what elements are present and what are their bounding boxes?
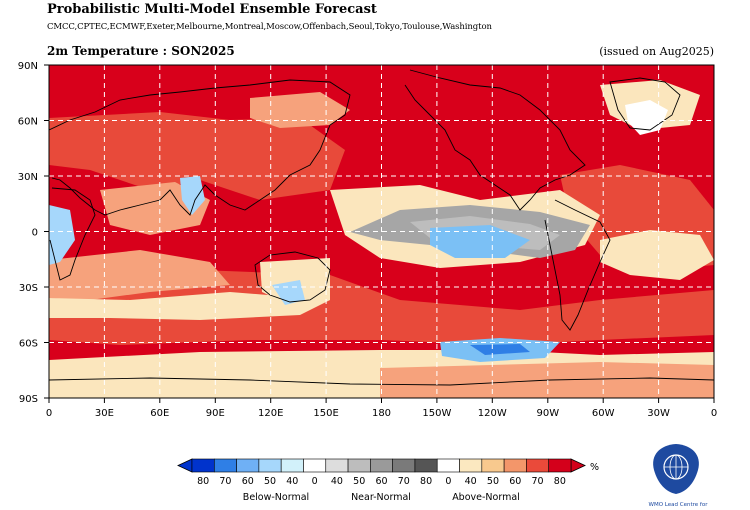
legend-color-cell xyxy=(526,458,550,473)
axis-ticks xyxy=(44,64,715,403)
legend-color-cell xyxy=(459,458,483,473)
legend-tick-label: 0 xyxy=(445,476,451,487)
field-west-africa-cool xyxy=(49,205,75,265)
legend-tick-label: 40 xyxy=(331,476,343,487)
legend-color-cell xyxy=(325,458,349,473)
legend-color-cell xyxy=(414,458,438,473)
field-south-atlantic-cream xyxy=(600,230,714,280)
field-south-indian-cream xyxy=(49,292,330,320)
model-list: CMCC,CPTEC,ECMWF,Exeter,Melbourne,Montre… xyxy=(47,22,492,32)
legend-unit: % xyxy=(590,462,599,473)
lat-label: 0 xyxy=(32,228,38,239)
legend-tick-label: 40 xyxy=(286,476,298,487)
lat-label: 30S xyxy=(19,283,38,294)
graticule xyxy=(49,65,714,398)
field-india-cool xyxy=(180,176,205,215)
legend-tick-label: 80 xyxy=(554,476,566,487)
longitude-labels: 0 30E 60E 90E 120E 150E 180 150W 120W 90… xyxy=(46,408,717,419)
lat-label: 60S xyxy=(19,339,38,350)
legend-color-cell xyxy=(503,458,527,473)
lat-label: 90N xyxy=(18,61,38,72)
field-greenland-near xyxy=(625,100,668,135)
latitude-labels: 90N 60N 30N 0 30S 60S 90S xyxy=(18,61,38,405)
legend-color-cell xyxy=(392,458,416,473)
field-siberia-light xyxy=(250,92,350,128)
lon-label: 0 xyxy=(711,408,717,419)
legend-color-cell xyxy=(236,458,260,473)
legend-color-cell xyxy=(370,458,393,473)
lon-label: 120E xyxy=(258,408,283,419)
lon-label: 150E xyxy=(313,408,338,419)
field-australia-cool xyxy=(272,280,305,305)
legend-color-cell xyxy=(548,458,572,473)
legend-color-cell xyxy=(347,458,371,473)
legend-category-below: Below-Normal xyxy=(243,492,309,503)
lat-label: 90S xyxy=(19,394,38,405)
legend-color-cell xyxy=(303,458,327,473)
legend-tick-label: 60 xyxy=(242,476,254,487)
wmo-logo: WMO Lead Centre for xyxy=(649,444,709,508)
legend-color-cell xyxy=(191,458,215,473)
legend-tick-label: 60 xyxy=(509,476,521,487)
lon-label: 60W xyxy=(592,408,615,419)
lon-label: 180 xyxy=(372,408,391,419)
legend-tick-label: 60 xyxy=(375,476,387,487)
legend-tick-label: 70 xyxy=(398,476,410,487)
legend-tick-label: 50 xyxy=(264,476,276,487)
legend-color-cell xyxy=(213,458,237,473)
lon-label: 120W xyxy=(478,408,507,419)
lat-label: 30N xyxy=(18,172,38,183)
legend-color-cell xyxy=(258,458,282,473)
field-pacific-below xyxy=(430,225,530,258)
legend-tick-label: 70 xyxy=(532,476,544,487)
lon-label: 30E xyxy=(95,408,114,419)
legend-tick-label: 50 xyxy=(487,476,499,487)
page-title: Probabilistic Multi-Model Ensemble Forec… xyxy=(47,2,377,17)
lon-label: 0 xyxy=(46,408,52,419)
wmo-caption: WMO Lead Centre for xyxy=(649,502,709,508)
legend-arrow-left xyxy=(177,458,193,473)
legend-color-cell xyxy=(436,458,460,473)
lon-label: 150W xyxy=(422,408,451,419)
lat-label: 60N xyxy=(18,117,38,128)
legend-category-near: Near-Normal xyxy=(351,492,411,503)
legend-tick-label: 80 xyxy=(197,476,209,487)
legend-category-above: Above-Normal xyxy=(452,492,520,503)
legend-tick-label: 70 xyxy=(219,476,231,487)
legend-tick-label: 50 xyxy=(353,476,365,487)
legend-arrow-right xyxy=(570,458,586,473)
issued-date: (issued on Aug2025) xyxy=(599,45,714,58)
legend-tick-label: 40 xyxy=(465,476,477,487)
legend-colorbar xyxy=(177,458,586,473)
legend-tick-label: 80 xyxy=(420,476,432,487)
field-southern-below-strong xyxy=(470,344,530,355)
map-subtitle: 2m Temperature : SON2025 xyxy=(47,44,235,58)
legend-color-cell xyxy=(280,458,304,473)
coastlines xyxy=(49,69,714,386)
probability-field xyxy=(49,65,714,398)
legend-tick-label: 0 xyxy=(312,476,318,487)
legend-color-cell xyxy=(481,458,505,473)
lon-label: 90W xyxy=(536,408,559,419)
legend-categories: Below-Normal Near-Normal Above-Normal xyxy=(243,492,520,503)
lon-label: 90E xyxy=(206,408,225,419)
lon-label: 30W xyxy=(647,408,670,419)
lon-label: 60E xyxy=(150,408,169,419)
